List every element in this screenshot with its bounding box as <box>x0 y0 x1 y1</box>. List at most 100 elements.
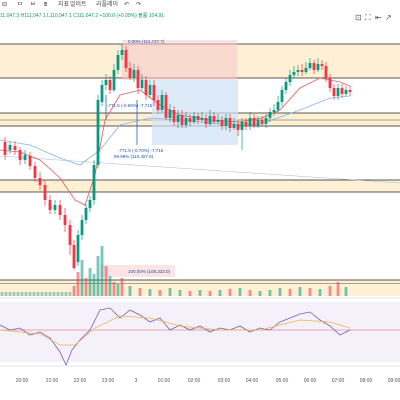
ma-blue-line <box>0 95 351 166</box>
volume-bar-3 <box>84 278 88 296</box>
candle-body-68 <box>288 75 292 82</box>
volume-bar-26 <box>258 291 262 296</box>
time-label-0: 20:00 <box>16 378 29 384</box>
right-tool-3-icon[interactable]: ↗ <box>385 13 392 22</box>
volume-bar-1 <box>76 272 80 296</box>
time-label-9: 05:00 <box>276 378 289 384</box>
candle-body-57 <box>244 122 248 126</box>
candle-body-54 <box>232 124 236 128</box>
candle-body-31 <box>140 80 144 88</box>
candle-body-50 <box>216 120 220 122</box>
time-label-10: 06:00 <box>304 378 317 384</box>
zone-fill-2 <box>0 180 400 192</box>
rsi-band <box>0 302 400 362</box>
right-tool-1-icon[interactable]: ⛶ <box>365 13 371 22</box>
candle-body-46 <box>200 118 204 120</box>
candle-body-59 <box>252 118 256 126</box>
candle-body-45 <box>196 116 200 120</box>
volume-bar-17 <box>168 288 172 296</box>
right-tool-0-icon[interactable]: ⊡ <box>355 13 362 22</box>
zone-fill-3 <box>0 280 400 284</box>
measure-box-top <box>122 40 237 80</box>
candle-body-41 <box>180 115 184 125</box>
volume-bar-small <box>48 292 52 296</box>
volume-bar-small <box>56 292 60 296</box>
candle-body-72 <box>304 68 308 72</box>
time-axis: 20:00 21:00 22:00 23:00 3 01:00 02:00 03:00 04:0… <box>16 378 400 384</box>
candle-body-32 <box>144 80 148 95</box>
candle-body-26 <box>120 50 124 55</box>
candle-body-80 <box>336 88 340 96</box>
rsi-panel <box>0 297 400 367</box>
time-label-4: 3 <box>135 378 138 384</box>
volume-bar-22 <box>218 290 222 296</box>
replay-button[interactable]: 리플레이 <box>96 2 119 8</box>
volume-bar-29 <box>288 289 292 296</box>
volume-bar-19 <box>188 291 192 296</box>
volume-bar-small <box>36 292 40 296</box>
time-label-8: 04:00 <box>246 378 259 384</box>
volume-bar-15 <box>148 289 152 296</box>
candle-body-25 <box>116 55 120 70</box>
measure-box-bottom <box>100 265 175 277</box>
candle-body-69 <box>292 72 296 75</box>
volume-bar-small <box>52 292 56 296</box>
candle-body-1 <box>8 145 12 150</box>
candle-body-20 <box>96 100 100 165</box>
candle-body-12 <box>63 215 67 225</box>
candle-body-2 <box>13 146 17 150</box>
rsi-line <box>0 307 351 367</box>
candle-body-52 <box>224 118 228 126</box>
symbol-menu[interactable]: ⊟ <box>2 2 8 8</box>
candle-body-58 <box>248 118 252 126</box>
time-label-1: 21:00 <box>46 378 59 384</box>
candle-body-0 <box>3 142 7 155</box>
alert-button[interactable]: 얼러트 <box>70 2 87 8</box>
candle-body-7 <box>38 178 42 185</box>
candle-body-61 <box>260 120 264 124</box>
right-tool-2-icon[interactable]: ⇤ <box>375 13 382 22</box>
time-label-6: 02:00 <box>188 378 201 384</box>
candle-body-44 <box>192 116 196 122</box>
volume-bar-5 <box>92 274 96 296</box>
volume-bar-small <box>60 292 64 296</box>
measure-label-measure_3: 99.99% (110,487.6) <box>114 154 154 159</box>
candle-body-14 <box>72 245 76 268</box>
candle-body-77 <box>324 66 328 78</box>
volume-bar-8 <box>104 266 108 296</box>
trend-line <box>0 155 400 184</box>
measure-boxes <box>100 40 238 277</box>
measure-label-measure_2: -771.5 (-0.70%) -7,715 <box>118 148 164 153</box>
time-label-5: 01:00 <box>158 378 171 384</box>
candle-body-10 <box>53 205 57 210</box>
candle-body-6 <box>33 166 37 178</box>
timeframe-menu[interactable]: ㅁ <box>17 2 23 8</box>
candle-body-5 <box>28 156 32 166</box>
volume-bar-small <box>32 292 36 296</box>
candle-body-65 <box>276 102 280 110</box>
volume-bar-21 <box>208 291 212 296</box>
candle-body-28 <box>128 68 132 78</box>
top-toolbar: ⊟ ㅁ ㅂ ⩩ 지표 얼러트 리플레이 ↶ ↷ <box>0 0 400 11</box>
volume-bar-small <box>24 292 28 296</box>
candle-body-83 <box>348 90 352 92</box>
candle-type-button[interactable]: ⩩ <box>44 2 48 8</box>
undo-button[interactable]: ↶ <box>124 2 130 8</box>
candle-body-49 <box>212 116 216 122</box>
time-label-3: 23:00 <box>102 378 115 384</box>
redo-button[interactable]: ↷ <box>136 2 142 8</box>
indicator-button[interactable]: ㅂ <box>30 2 36 8</box>
candle-body-18 <box>88 200 92 208</box>
candle-body-40 <box>176 115 180 122</box>
volume-bar-23 <box>228 289 232 296</box>
candle-body-76 <box>320 64 324 66</box>
volume-bar-14 <box>138 288 142 296</box>
candle-body-71 <box>300 70 304 72</box>
candle-body-42 <box>184 118 188 125</box>
indicators-button[interactable]: 지표 <box>58 2 70 8</box>
volume-bars <box>0 246 400 296</box>
candle-body-66 <box>280 90 284 102</box>
time-label-7: 03:00 <box>218 378 231 384</box>
